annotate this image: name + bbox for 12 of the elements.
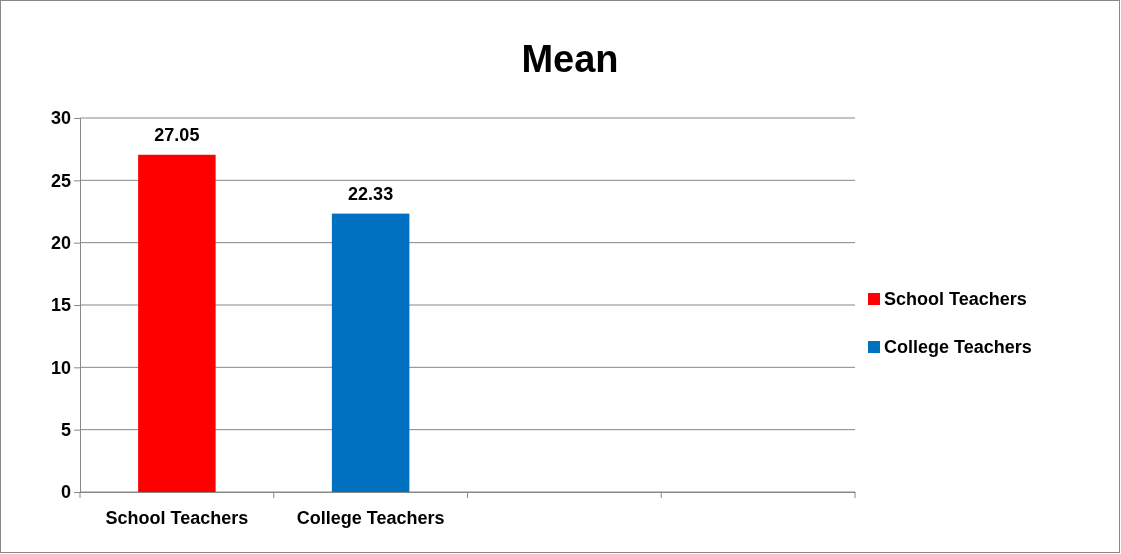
- y-tick-label: 0: [60, 482, 71, 503]
- y-tick-label: 30: [50, 108, 71, 129]
- y-tick-label: 10: [50, 357, 71, 378]
- data-label: 22.33: [348, 183, 394, 204]
- y-tick-label: 25: [50, 170, 71, 191]
- chart-title: Mean: [521, 38, 619, 80]
- y-tick-label: 5: [60, 419, 71, 440]
- y-tick-label: 20: [50, 232, 71, 253]
- data-label: 27.05: [154, 124, 200, 145]
- legend-label: School Teachers: [884, 289, 1027, 309]
- legend-label: College Teachers: [884, 337, 1032, 357]
- y-tick-label: 15: [50, 295, 71, 316]
